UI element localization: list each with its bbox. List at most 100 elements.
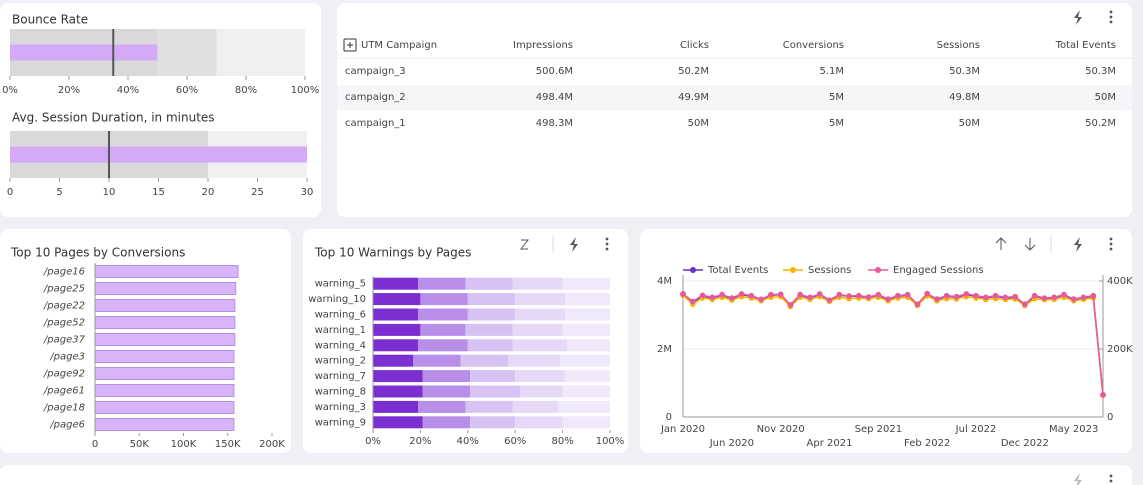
y-tick-label: /page52	[43, 318, 85, 329]
table-cell: 50M	[1095, 92, 1116, 103]
bar-segment	[418, 308, 468, 321]
x-tick-label: May 2023	[1049, 424, 1098, 435]
x-tick-label: 0	[7, 187, 13, 198]
bar-segment	[373, 323, 421, 336]
insight-icon[interactable]	[570, 237, 578, 252]
table-cell: 49.9M	[678, 92, 709, 103]
bar-segment	[373, 339, 419, 352]
x-tick-label: 80%	[551, 436, 573, 447]
point	[856, 292, 862, 299]
bar-segment	[562, 416, 610, 429]
legend-label: Total Events	[707, 265, 768, 276]
menu-icon[interactable]	[1109, 237, 1113, 251]
x-tick-label: Sep 2021	[855, 424, 902, 435]
table-cell: 50.3M	[1085, 66, 1116, 77]
bar-segment	[560, 354, 610, 367]
menu-icon[interactable]	[605, 237, 609, 251]
point	[719, 291, 725, 298]
bar-segment	[515, 370, 565, 383]
point	[846, 293, 852, 299]
bar-segment	[465, 323, 513, 336]
y-tick-label: /page61	[43, 386, 85, 397]
menu-icon[interactable]	[1109, 10, 1113, 24]
legend-swatch	[875, 267, 881, 273]
bar-segment	[373, 370, 423, 383]
column-header: UTM Campaign	[361, 40, 437, 51]
point	[1041, 295, 1048, 301]
y-tick-label: /page92	[43, 369, 85, 380]
x-tick-label: 0%	[2, 85, 18, 96]
bar	[94, 316, 236, 329]
point	[816, 291, 823, 297]
point	[895, 292, 901, 299]
table-cell: campaign_1	[345, 118, 406, 129]
x-tick-label: Jul 2022	[955, 424, 997, 435]
expand-icon[interactable]	[343, 38, 357, 52]
bar-segment	[373, 385, 423, 398]
legend-swatch	[790, 267, 796, 273]
table-cell: campaign_3	[345, 66, 406, 77]
point	[738, 291, 745, 297]
drill-up-icon[interactable]	[995, 237, 1007, 250]
x-tick-label: 25	[251, 187, 264, 198]
bar-segment	[460, 354, 509, 367]
table-cell: 49.8M	[949, 92, 980, 103]
bar-segment	[418, 400, 466, 413]
x-tick-label: 30	[301, 187, 314, 198]
x-tick-label: 40%	[117, 85, 139, 96]
y-tick-label: /page25	[43, 284, 85, 295]
bar	[94, 384, 235, 397]
x-tick-label: 0	[92, 439, 98, 450]
x-tick-label: 60%	[504, 436, 526, 447]
y-tick-label: /page6	[49, 420, 85, 431]
column-header: Conversions	[783, 40, 844, 51]
bar-segment	[467, 308, 516, 321]
insight-icon[interactable]	[1074, 473, 1082, 485]
bar-segment	[413, 354, 461, 367]
point	[904, 291, 911, 298]
y-tick-label: warning_6	[315, 310, 366, 321]
insight-icon[interactable]	[1074, 10, 1082, 25]
bar-segment	[519, 385, 563, 398]
drill-down-icon[interactable]	[1024, 238, 1036, 251]
bar-segment	[567, 339, 610, 352]
point	[924, 290, 930, 297]
column-header: Impressions	[513, 40, 573, 51]
point	[758, 296, 764, 303]
expand-icon[interactable]	[347, 42, 353, 48]
menu-icon[interactable]	[1109, 474, 1113, 483]
bar-segment	[470, 385, 520, 398]
x-tick-label: 20%	[409, 436, 431, 447]
x-tick-label: 100%	[596, 436, 625, 447]
x-tick-label: Feb 2022	[904, 438, 950, 449]
bar	[94, 299, 236, 312]
bar-segment	[512, 400, 558, 413]
bar-segment	[422, 416, 471, 429]
x-tick-label: 200K	[259, 439, 285, 450]
point	[768, 291, 774, 298]
point	[943, 292, 950, 299]
point	[1012, 293, 1018, 300]
bar-segment	[515, 416, 563, 429]
point	[982, 294, 989, 301]
bar-segment	[373, 354, 414, 367]
bar-segment	[564, 308, 610, 321]
point	[689, 298, 696, 305]
bar-segment	[373, 416, 423, 429]
bar-segment	[515, 293, 565, 306]
table-cell: 50.2M	[678, 66, 709, 77]
bar-segment	[373, 308, 419, 321]
bar	[94, 333, 236, 346]
x-tick-label: 40%	[457, 436, 479, 447]
insight-icon[interactable]	[1074, 237, 1082, 252]
bar-segment	[418, 277, 466, 290]
point	[699, 292, 706, 299]
x-tick-label: 20%	[58, 85, 80, 96]
sort-icon[interactable]	[519, 239, 530, 250]
point	[777, 291, 784, 298]
bar-segment	[470, 416, 516, 429]
point	[787, 302, 794, 308]
card	[640, 229, 1132, 453]
point	[729, 295, 735, 301]
